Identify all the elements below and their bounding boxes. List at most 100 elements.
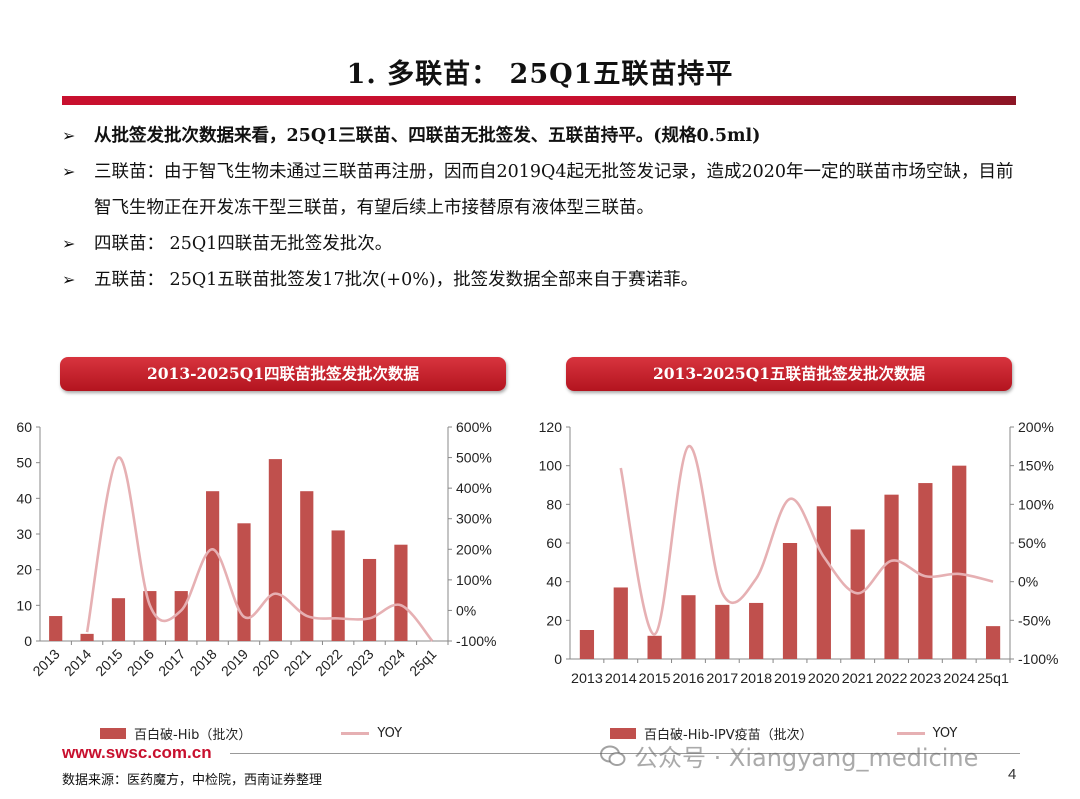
y-tick-label: 60 [546, 535, 562, 551]
y2-tick-label: 50% [1018, 535, 1046, 551]
y-tick-label: 0 [24, 633, 32, 649]
bar [681, 595, 696, 659]
bar [782, 543, 798, 659]
bar [816, 506, 831, 659]
bullet-text: 三联苗：由于智飞生物未通过三联苗再注册，因而自2019Q4起无批签发记录，造成2… [94, 162, 1014, 218]
bar [331, 530, 345, 641]
x-tick-label: 2019 [774, 670, 806, 686]
legend-bar-label: 百白破-Hib（批次） [134, 728, 252, 743]
y2-tick-label: 0% [1018, 574, 1038, 590]
x-tick-label: 25q1 [406, 646, 439, 679]
y2-tick-label: 200% [456, 541, 492, 557]
y-tick-label: 20 [16, 562, 32, 578]
x-tick-label: 2021 [842, 670, 874, 686]
bar [884, 494, 899, 659]
y2-tick-label: -100% [456, 633, 496, 649]
bullet-arrow-icon: ➢ [62, 270, 76, 289]
data-source: 数据来源：医药魔方，中检院，西南证券整理 [62, 773, 323, 788]
bar [49, 616, 63, 641]
bullet-arrow-icon: ➢ [62, 234, 76, 253]
x-tick-label: 2017 [155, 646, 188, 679]
chart-title-right: 2013-2025Q1五联苗批签发批次数据 [566, 357, 1012, 391]
legend-line-swatch [341, 732, 370, 735]
y-tick-label: 80 [546, 496, 562, 512]
x-tick-label: 2023 [343, 646, 376, 679]
y2-tick-label: 100% [1018, 496, 1054, 512]
x-tick-label: 2014 [61, 646, 94, 679]
page-title: 1. 多联苗： 25Q1五联苗持平 [346, 59, 734, 90]
y-tick-label: 60 [16, 419, 32, 435]
bullet-item: ➢ 五联苗： 25Q1五联苗批签发17批次(+0%)，批签发数据全部来自于赛诺菲… [62, 262, 1022, 298]
bullet-list: ➢ 从批签发批次数据来看，25Q1三联苗、四联苗无批签发、五联苗持平。(规格0.… [62, 118, 1022, 298]
bar [613, 587, 628, 659]
bar [111, 598, 126, 641]
x-tick-label: 2020 [249, 646, 282, 679]
bullet-arrow-icon: ➢ [62, 126, 76, 145]
page-number: 4 [1008, 766, 1017, 783]
bar [206, 491, 220, 641]
y-tick-label: 50 [16, 455, 32, 471]
yoy-line [85, 456, 434, 642]
legend-line-label: YOY [377, 726, 403, 741]
y-tick-label: 0 [554, 651, 562, 667]
legend-line-label: YOY [932, 726, 958, 741]
wechat-icon [600, 745, 626, 767]
y2-tick-label: 400% [456, 480, 492, 496]
bar [579, 630, 595, 659]
bullet-item: ➢ 四联苗： 25Q1四联苗无批签发批次。 [62, 226, 1022, 262]
legend-left: 百白破-Hib（批次） YOY [100, 724, 402, 743]
footer-url[interactable]: www.swsc.com.cn [62, 743, 212, 762]
x-tick-label: 2015 [92, 646, 125, 679]
y2-tick-label: 600% [456, 419, 492, 435]
bullet-text: 五联苗： 25Q1五联苗批签发17批次(+0%)，批签发数据全部来自于赛诺菲。 [94, 270, 699, 290]
bar [985, 626, 1001, 659]
x-tick-label: 2018 [740, 670, 772, 686]
bullet-item: ➢ 从批签发批次数据来看，25Q1三联苗、四联苗无批签发、五联苗持平。(规格0.… [62, 118, 1022, 154]
bar [394, 544, 408, 641]
x-tick-label: 2015 [639, 670, 671, 686]
legend-right: 百白破-Hib-IPV疫苗（批次） YOY [610, 724, 957, 743]
y2-tick-label: -50% [1018, 612, 1051, 628]
bar [647, 635, 662, 659]
y-tick-label: 10 [16, 597, 32, 613]
y-tick-label: 40 [16, 490, 32, 506]
x-tick-label: 2013 [571, 670, 603, 686]
y-tick-label: 30 [16, 526, 32, 542]
bar [237, 523, 251, 641]
legend-line-swatch [896, 732, 925, 735]
y2-tick-label: 0% [456, 602, 476, 618]
watermark: 公众号 · Xiangyang_medicine [600, 738, 978, 773]
y-tick-label: 120 [539, 419, 563, 435]
x-tick-label: 2021 [281, 646, 314, 679]
bullet-arrow-icon: ➢ [62, 162, 76, 181]
legend-bar-label: 百白破-Hib-IPV疫苗（批次） [644, 728, 813, 743]
bullet-item: ➢ 三联苗：由于智飞生物未通过三联苗再注册，因而自2019Q4起无批签发记录，造… [62, 154, 1022, 226]
y-tick-label: 40 [546, 574, 562, 590]
y2-tick-label: 500% [456, 450, 492, 466]
y2-tick-label: 200% [1018, 419, 1054, 435]
bar [749, 602, 764, 659]
title-divider [62, 96, 1016, 105]
x-tick-label: 2018 [186, 646, 219, 679]
x-tick-label: 2023 [909, 670, 941, 686]
x-tick-label: 2016 [673, 670, 705, 686]
chart-title-left: 2013-2025Q1四联苗批签发批次数据 [60, 357, 506, 391]
x-tick-label: 2020 [808, 670, 840, 686]
y2-tick-label: 100% [456, 572, 492, 588]
y2-tick-label: -100% [1018, 651, 1058, 667]
bullet-text: 从批签发批次数据来看，25Q1三联苗、四联苗无批签发、五联苗持平。(规格0.5m… [94, 126, 761, 146]
bar [952, 465, 967, 659]
y2-tick-label: 150% [1018, 458, 1054, 474]
x-tick-label: 2013 [29, 646, 62, 679]
x-tick-label: 2022 [312, 646, 345, 679]
x-tick-label: 2024 [375, 646, 408, 679]
x-tick-label: 25q1 [977, 670, 1009, 686]
x-tick-label: 2016 [124, 646, 157, 679]
x-tick-label: 2024 [943, 670, 975, 686]
y2-tick-label: 300% [456, 511, 492, 527]
bar [362, 558, 377, 641]
y-tick-label: 20 [546, 612, 562, 628]
x-tick-label: 2017 [706, 670, 738, 686]
bar [715, 604, 730, 659]
bar [300, 491, 314, 641]
